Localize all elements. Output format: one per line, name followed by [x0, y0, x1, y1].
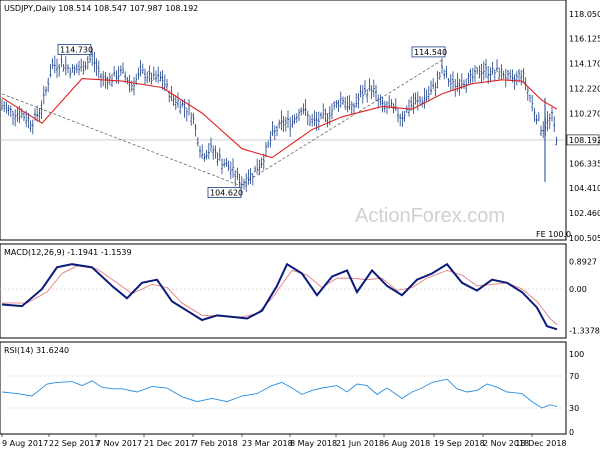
macd-series: [1, 262, 558, 331]
x-tick-label: 21 Dec 2017: [144, 439, 195, 448]
x-tick-label: 19 Sep 2018: [434, 439, 485, 448]
macd-line: [1, 262, 558, 331]
rsi-header: RSI(14) 31.6240: [4, 346, 69, 355]
x-tick-label: 22 Sep 2017: [49, 439, 100, 448]
rsi-tick-label: 70: [569, 372, 579, 381]
macd-tick-label: 0.8927: [569, 257, 597, 266]
price-tick-label: 102.460: [569, 209, 600, 218]
price-series: [1, 48, 558, 192]
price-tick-label: 114.170: [569, 60, 600, 69]
price-header: USDJPY,Daily 108.514 108.547 107.987 108…: [4, 4, 198, 13]
annotation-label: 104.620: [210, 188, 243, 197]
x-tick-label: 8 May 2018: [290, 439, 337, 448]
x-tick-label: 21 Jun 2018: [336, 439, 384, 448]
moving-average-line: [1, 78, 558, 159]
price-tick-label: 110.270: [569, 109, 600, 118]
x-tick-label: 7 Feb 2018: [193, 439, 238, 448]
price-tick-label: 118.050: [569, 10, 600, 19]
price-tick-label: 116.125: [569, 35, 600, 44]
annotation-box: [411, 46, 446, 58]
annotation-label: 114.730: [60, 45, 93, 54]
macd-tick-label: 0.00: [569, 285, 587, 294]
rsi-tick-label: 0: [569, 428, 574, 437]
price-tick-label: 108.192: [569, 136, 600, 145]
current-price-box: [566, 134, 600, 146]
macd-signal-line: [2, 265, 558, 325]
price-annotations: 114.730 104.620 114.540: [57, 44, 447, 198]
fe-label: FE 100.0: [536, 230, 571, 239]
price-tick-label: 106.335: [569, 160, 600, 169]
price-tick-label: 100.505: [569, 234, 600, 243]
macd-header: MACD(12,26,9) -1.1941 -1.1539: [4, 248, 132, 257]
annotation-box: [57, 44, 92, 55]
annotation-label: 114.540: [414, 48, 447, 57]
rsi-line: [1, 378, 558, 409]
x-tick-label: 7 Nov 2017: [96, 439, 142, 448]
trend-line-up: [239, 58, 445, 186]
rsi-tick-label: 30: [569, 404, 579, 413]
rsi-series: [1, 378, 558, 409]
annotation-box: [207, 187, 242, 198]
price-tick-label: 112.220: [569, 85, 600, 94]
axis-labels: 118.050 116.125 114.170 112.220 110.270 108.1…: [1, 10, 600, 448]
macd-panel: [0, 243, 567, 339]
macd-tick-label: -1.3378: [569, 327, 600, 336]
price-panel: [0, 0, 567, 241]
price-tick-label: 104.410: [569, 184, 600, 193]
x-tick-label: 18 Dec 2018: [515, 439, 566, 448]
x-tick-label: 23 Mar 2018: [242, 439, 293, 448]
x-tick-label: 9 Aug 2017: [2, 439, 48, 448]
x-tick-label: 6 Aug 2018: [384, 439, 430, 448]
watermark: ActionForex.com: [355, 205, 505, 227]
grid-lines: [0, 139, 566, 409]
x-tick-label: 2 Nov 2018: [483, 439, 529, 448]
rsi-tick-label: 100: [569, 350, 584, 359]
rsi-panel: [0, 341, 567, 435]
